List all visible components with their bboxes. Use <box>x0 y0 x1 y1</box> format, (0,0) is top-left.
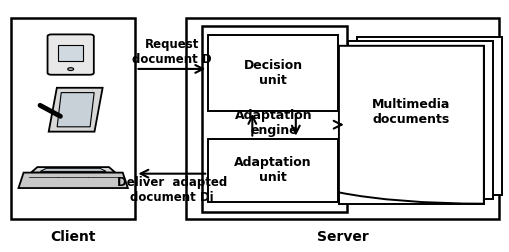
Polygon shape <box>49 88 102 132</box>
Polygon shape <box>18 173 128 188</box>
Polygon shape <box>40 168 106 171</box>
Text: Decision
unit: Decision unit <box>243 59 302 87</box>
Bar <box>11 18 135 219</box>
Bar <box>58 45 83 61</box>
Bar <box>208 35 337 111</box>
Text: Request
document D: Request document D <box>132 38 211 67</box>
Polygon shape <box>57 92 94 127</box>
Circle shape <box>68 68 73 71</box>
FancyBboxPatch shape <box>47 35 94 75</box>
Text: Adaptation
engine: Adaptation engine <box>235 109 313 138</box>
Bar <box>208 139 337 202</box>
Bar <box>348 41 492 199</box>
Bar <box>201 26 346 212</box>
Bar <box>186 18 498 219</box>
Text: Adaptation
unit: Adaptation unit <box>234 156 312 184</box>
Text: Multimedia
documents: Multimedia documents <box>372 98 450 126</box>
PathPatch shape <box>338 46 483 204</box>
Text: Client: Client <box>50 230 96 244</box>
Text: Deliver  adapted
document Di: Deliver adapted document Di <box>117 176 227 204</box>
Polygon shape <box>31 167 115 173</box>
Bar <box>356 37 501 195</box>
Bar <box>338 46 483 204</box>
Text: Server: Server <box>316 230 368 244</box>
